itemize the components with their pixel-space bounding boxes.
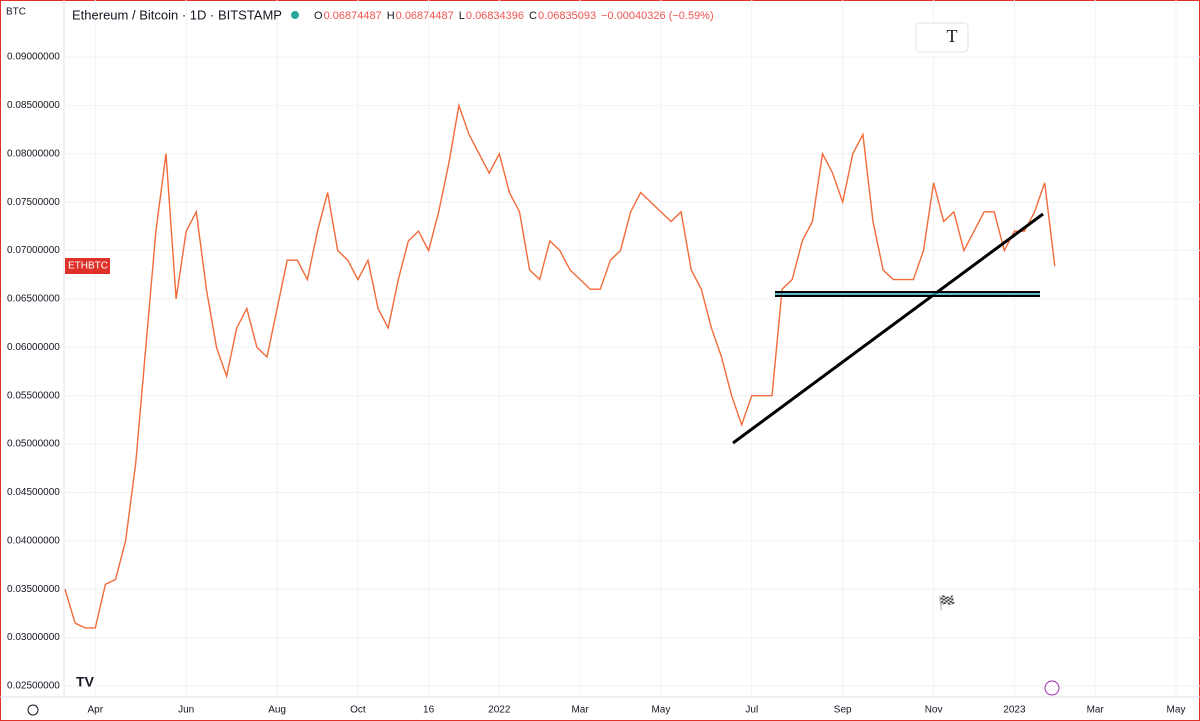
x-tick-label: Jun: [178, 705, 194, 716]
x-tick-label: Nov: [925, 705, 943, 716]
event-icon[interactable]: [1044, 680, 1060, 696]
x-tick-label: Oct: [350, 705, 366, 716]
flag-icon: 🏁: [938, 595, 955, 612]
text-tool[interactable]: [915, 22, 969, 53]
y-tick-label: 0.02500000: [7, 681, 60, 692]
x-tick-label: Mar: [1087, 705, 1105, 716]
logo: TV: [76, 674, 95, 690]
ohlc-value: 0.06874487: [396, 10, 454, 22]
y-tick-label: 0.09000000: [7, 52, 60, 63]
y-tick-label: 0.08500000: [7, 100, 60, 111]
x-tick-label: Apr: [88, 705, 104, 716]
y-tick-label: 0.06500000: [7, 294, 60, 305]
x-tick-label: 2023: [1003, 705, 1026, 716]
y-tick-label: 0.05000000: [7, 439, 60, 450]
x-tick-label: Aug: [268, 705, 286, 716]
y-tick-label: 0.07500000: [7, 197, 60, 208]
symbol-title[interactable]: Ethereum / Bitcoin · 1D · BITSTAMP: [72, 7, 282, 22]
x-tick-label: Sep: [834, 705, 852, 716]
status-dot: [291, 11, 299, 19]
ohlc-legend: O 0.06874487 H 0.06874487 L 0.06834396 C 0.0683…: [314, 10, 714, 22]
ohlc-label: L: [459, 10, 465, 22]
text-tool-icon[interactable]: T: [947, 26, 958, 46]
ohlc-value: 0.06834396: [466, 10, 524, 22]
ohlc-label: H: [387, 10, 395, 22]
x-tick-label: May: [1167, 705, 1186, 716]
y-tick-label: 0.03500000: [7, 584, 60, 595]
grid: [64, 0, 1200, 697]
x-tick-label: 2022: [488, 705, 511, 716]
x-tick-label: May: [651, 705, 670, 716]
ohlc-value: 0.06835093: [538, 10, 596, 22]
ohlc-label: O: [314, 10, 323, 22]
y-tick-label: 0.07000000: [7, 245, 60, 256]
y-tick-label: 0.08000000: [7, 148, 60, 159]
x-tick-label: Jul: [745, 705, 758, 716]
symbol-tag-label: ETHBTC: [68, 261, 108, 272]
y-tick-label: 0.06000000: [7, 342, 60, 353]
ohlc-value: 0.06874487: [324, 10, 382, 22]
ohlc-label: C: [529, 10, 537, 22]
currency[interactable]: BTC: [6, 7, 26, 18]
trend-line[interactable]: [732, 212, 1044, 445]
y-tick-label: 0.04000000: [7, 535, 60, 546]
drawings: [732, 212, 1044, 445]
settings-icon[interactable]: [27, 704, 39, 716]
x-tick-label: Mar: [571, 705, 589, 716]
y-tick-label: 0.05500000: [7, 390, 60, 401]
x-tick-label: 16: [423, 705, 435, 716]
symbol-tag: [65, 258, 110, 275]
price-line: [64, 102, 1056, 629]
change: −0.00040326 (−0.59%): [601, 10, 714, 22]
y-tick-label: 0.04500000: [7, 487, 60, 498]
y-tick-label: 0.03000000: [7, 632, 60, 643]
